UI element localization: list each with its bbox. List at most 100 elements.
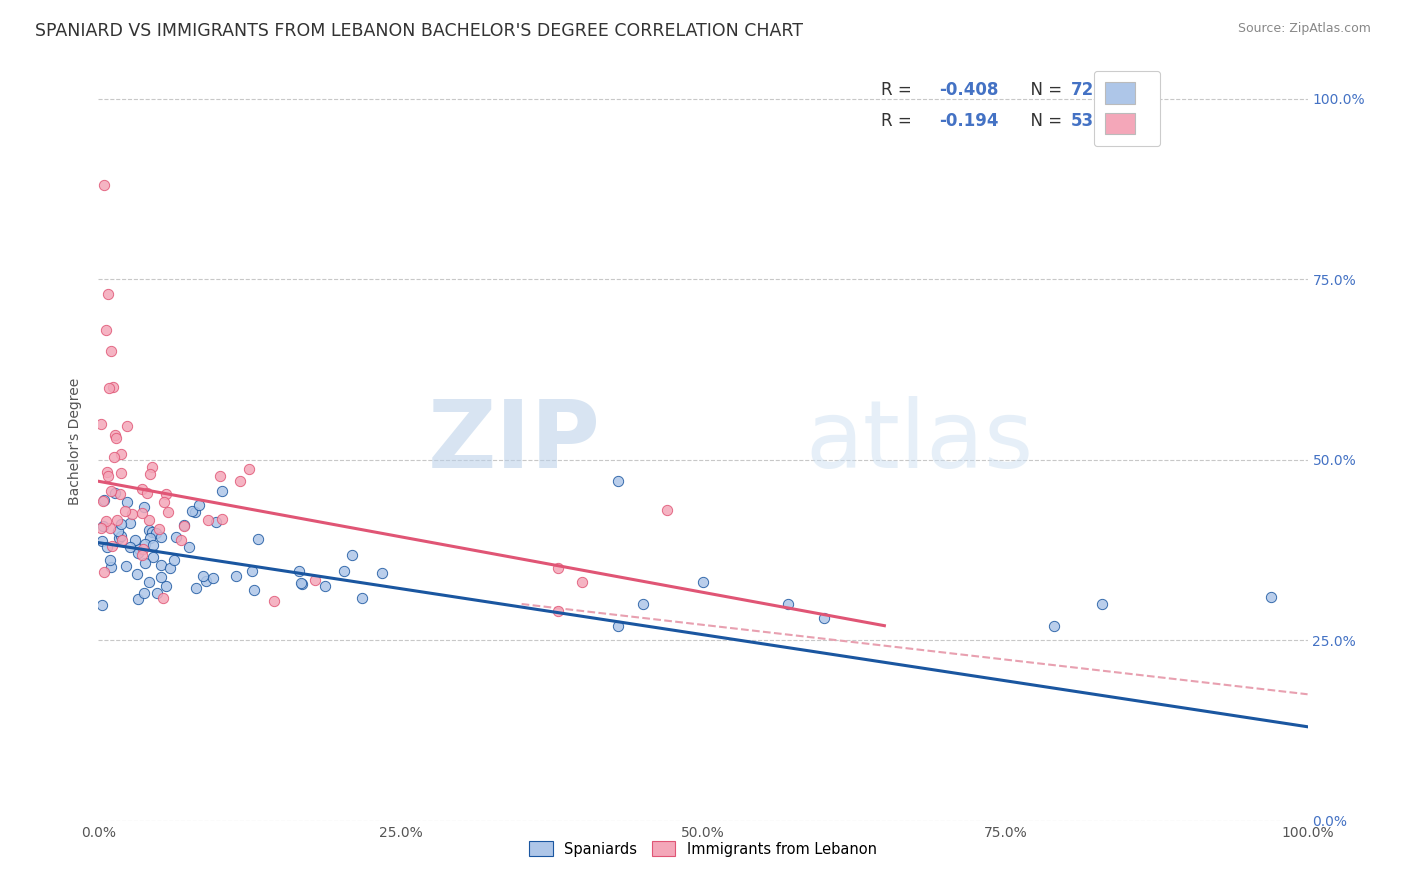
- Point: [91, 598, 114, 612]
- Point: [153, 495, 176, 509]
- Point: [90, 521, 112, 535]
- Point: [288, 564, 311, 578]
- Point: [152, 591, 174, 605]
- Text: R =: R =: [880, 112, 917, 130]
- Legend: Spaniards, Immigrants from Lebanon: Spaniards, Immigrants from Lebanon: [523, 836, 883, 863]
- Point: [150, 558, 173, 573]
- Point: [131, 482, 153, 496]
- Point: [96, 540, 118, 554]
- Point: [547, 604, 569, 618]
- Point: [93, 566, 115, 580]
- Text: Source: ZipAtlas.com: Source: ZipAtlas.com: [1237, 22, 1371, 36]
- Point: [107, 532, 129, 546]
- Point: [350, 591, 373, 606]
- Point: [692, 575, 714, 590]
- Point: [146, 586, 169, 600]
- Point: [631, 597, 654, 611]
- Point: [141, 538, 163, 552]
- Point: [191, 569, 214, 583]
- Point: [103, 450, 125, 465]
- Point: [120, 516, 142, 530]
- Point: [100, 344, 122, 359]
- Point: [97, 286, 120, 301]
- Point: [94, 514, 117, 528]
- Point: [290, 575, 312, 590]
- Point: [194, 574, 217, 588]
- Point: [148, 522, 170, 536]
- Point: [340, 548, 363, 562]
- Point: [134, 556, 156, 570]
- Text: atlas: atlas: [806, 395, 1033, 488]
- Point: [141, 460, 163, 475]
- Point: [247, 532, 270, 546]
- Point: [188, 498, 211, 512]
- Point: [150, 530, 173, 544]
- Point: [104, 428, 127, 442]
- Point: [94, 323, 117, 337]
- Point: [101, 540, 124, 554]
- Text: ZIP: ZIP: [427, 395, 600, 488]
- Point: [547, 561, 569, 575]
- Point: [93, 493, 115, 508]
- Point: [105, 431, 128, 445]
- Point: [107, 524, 129, 539]
- Y-axis label: Bachelor's Degree: Bachelor's Degree: [69, 378, 83, 505]
- Point: [111, 533, 134, 548]
- Text: 72: 72: [1070, 81, 1094, 100]
- Point: [132, 542, 155, 557]
- Point: [197, 513, 219, 527]
- Point: [104, 486, 127, 500]
- Point: [229, 474, 252, 488]
- Point: [155, 487, 177, 501]
- Point: [114, 558, 136, 573]
- Point: [607, 475, 630, 489]
- Point: [156, 505, 179, 519]
- Text: 53: 53: [1070, 112, 1094, 130]
- Point: [118, 540, 141, 554]
- Point: [98, 521, 121, 535]
- Point: [177, 540, 200, 554]
- Point: [139, 467, 162, 482]
- Point: [124, 533, 146, 547]
- Point: [101, 380, 124, 394]
- Point: [314, 579, 336, 593]
- Text: SPANIARD VS IMMIGRANTS FROM LEBANON BACHELOR'S DEGREE CORRELATION CHART: SPANIARD VS IMMIGRANTS FROM LEBANON BACH…: [35, 22, 803, 40]
- Point: [91, 533, 114, 548]
- Point: [238, 461, 260, 475]
- Point: [132, 586, 155, 600]
- Point: [134, 536, 156, 550]
- Point: [125, 566, 148, 581]
- Point: [139, 531, 162, 545]
- Point: [173, 517, 195, 532]
- Point: [117, 419, 139, 434]
- Point: [91, 494, 114, 508]
- Point: [159, 561, 181, 575]
- Point: [163, 553, 186, 567]
- Point: [93, 178, 115, 193]
- Point: [1042, 618, 1064, 632]
- Point: [97, 469, 120, 483]
- Point: [170, 533, 193, 547]
- Point: [208, 468, 231, 483]
- Point: [136, 486, 159, 500]
- Point: [141, 525, 163, 540]
- Text: -0.408: -0.408: [939, 81, 998, 100]
- Point: [205, 515, 228, 529]
- Point: [100, 560, 122, 574]
- Point: [813, 611, 835, 625]
- Point: [304, 573, 326, 587]
- Point: [291, 576, 314, 591]
- Point: [91, 519, 114, 533]
- Point: [1091, 597, 1114, 611]
- Point: [211, 484, 233, 499]
- Point: [110, 446, 132, 460]
- Point: [97, 381, 120, 395]
- Text: N =: N =: [1019, 112, 1067, 130]
- Point: [114, 504, 136, 518]
- Point: [333, 564, 356, 578]
- Point: [145, 525, 167, 540]
- Point: [150, 570, 173, 584]
- Point: [776, 597, 799, 611]
- Point: [96, 465, 118, 479]
- Point: [165, 530, 187, 544]
